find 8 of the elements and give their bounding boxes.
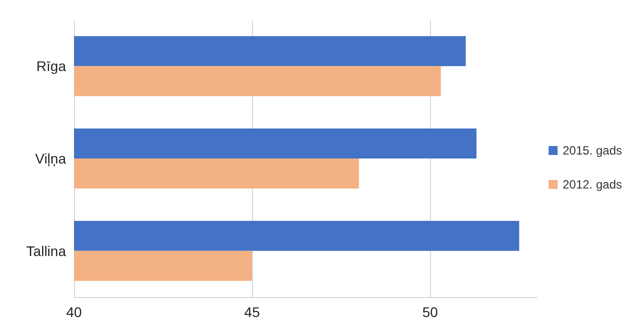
legend-label: 2015. gads: [562, 144, 622, 158]
x-tick-label: 50: [422, 304, 438, 320]
x-tick-label: 40: [66, 304, 82, 320]
y-tick-label: Tallina: [26, 242, 66, 259]
x-tick-label: 45: [244, 304, 260, 320]
y-tick-label: Viļņa: [35, 150, 66, 166]
y-tick-label: Rīga: [36, 58, 66, 74]
legend-label: 2012. gads: [562, 178, 622, 192]
